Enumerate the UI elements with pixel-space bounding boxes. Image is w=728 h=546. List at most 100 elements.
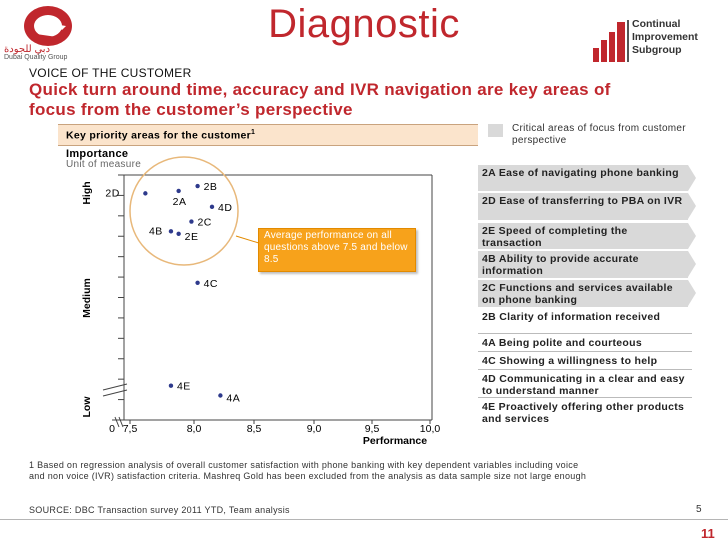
unit-label: Unit of measure bbox=[66, 159, 142, 170]
logo-right-line-2: Improvement bbox=[632, 31, 698, 43]
list-divider bbox=[478, 369, 692, 370]
item-code: 4E bbox=[482, 401, 499, 413]
data-point-label-4a: 4A bbox=[226, 393, 240, 405]
key-priority-label: Key priority areas for the customer1 bbox=[66, 129, 255, 142]
data-point-label-2a: 2A bbox=[173, 196, 187, 208]
data-point-label-4d: 4D bbox=[218, 202, 232, 214]
x-tick-label: 10,0 bbox=[420, 423, 441, 435]
item-code: 2D bbox=[482, 195, 500, 207]
data-point-label-4b: 4B bbox=[149, 225, 163, 237]
x-tick-label: 9,5 bbox=[365, 423, 380, 435]
item-text: Showing a willingness to help bbox=[499, 355, 658, 367]
item-text: Being polite and courteous bbox=[498, 337, 643, 349]
y-band-high: High bbox=[81, 181, 93, 204]
data-point-4a bbox=[218, 393, 223, 398]
critical-item-2e: 2E Speed of completing the transaction bbox=[478, 223, 688, 249]
focus-item-4d: 4D Communicating in a clear and easy to … bbox=[478, 371, 694, 399]
critical-legend-swatch bbox=[488, 124, 503, 137]
key-priority-band bbox=[58, 124, 478, 146]
data-point-2e bbox=[176, 231, 181, 236]
footnote-marker: 1 bbox=[250, 129, 256, 136]
critical-item-2c: 2C Functions and services available on p… bbox=[478, 280, 688, 307]
x-tick-label: 8,5 bbox=[247, 423, 262, 435]
data-point-2b bbox=[195, 183, 200, 189]
critical-legend-label: Critical areas of focus from customer pe… bbox=[512, 123, 686, 146]
list-divider bbox=[478, 333, 692, 334]
page-number: 5 bbox=[696, 504, 702, 515]
slide-title: Diagnostic bbox=[268, 2, 460, 46]
item-text: Ability to provide accurate information bbox=[482, 253, 639, 277]
critical-item-arrow bbox=[688, 165, 696, 191]
critical-cluster-circle bbox=[129, 156, 239, 266]
data-point-4c bbox=[195, 280, 200, 285]
item-code: 4A bbox=[482, 337, 499, 349]
focus-item-4a: 4A Being polite and courteous bbox=[478, 335, 694, 351]
x-tick-label: 8,0 bbox=[187, 423, 202, 435]
x-axis-title: Performance bbox=[363, 435, 427, 447]
x-tick-labels: 0 7,5 8,0 8,5 9,0 9,5 10,0 bbox=[109, 420, 440, 435]
headline: Quick turn around time, accuracy and IVR… bbox=[29, 80, 611, 119]
critical-item-arrow bbox=[688, 280, 696, 306]
logo-right-line-3: Subgroup bbox=[632, 44, 682, 56]
y-axis-break bbox=[102, 383, 128, 397]
data-point-2a bbox=[176, 188, 181, 194]
focus-item-4c: 4C Showing a willingness to help bbox=[478, 353, 694, 369]
focus-item-2b: 2B Clarity of information received bbox=[478, 309, 694, 325]
data-point-label-4e: 4E bbox=[177, 381, 191, 393]
item-code: 2B bbox=[482, 311, 500, 323]
logo-english-text: Dubai Quality Group bbox=[4, 54, 68, 61]
focus-item-4e: 4E Proactively offering other products a… bbox=[478, 399, 694, 427]
y-band-medium: Medium bbox=[81, 278, 93, 318]
item-code: 4B bbox=[482, 253, 499, 265]
continual-improvement-logo bbox=[593, 20, 629, 62]
x-axis-break bbox=[114, 416, 124, 428]
item-text: Functions and services available on phon… bbox=[482, 282, 673, 306]
x-tick-label: 0 bbox=[109, 423, 115, 435]
data-point-label-2e: 2E bbox=[185, 231, 199, 243]
slide-number: 11 bbox=[701, 526, 715, 541]
x-tick-label: 9,0 bbox=[307, 423, 322, 435]
section-label: VOICE OF THE CUSTOMER bbox=[29, 66, 192, 80]
data-point-4b bbox=[168, 229, 174, 234]
bottom-divider bbox=[0, 519, 728, 520]
importance-label: Importance bbox=[66, 148, 129, 160]
logo-arabic-text: دبي للجودة bbox=[4, 44, 51, 55]
item-text: Ease of navigating phone banking bbox=[498, 167, 679, 179]
list-divider bbox=[478, 351, 692, 352]
critical-item-arrow bbox=[688, 193, 696, 219]
item-code: 4C bbox=[482, 355, 500, 367]
critical-item-arrow bbox=[688, 251, 696, 277]
item-code: 2C bbox=[482, 282, 500, 294]
data-point-4d bbox=[209, 204, 215, 210]
key-priority-text: Key priority areas for the customer bbox=[66, 129, 251, 142]
y-tick-marks bbox=[118, 174, 124, 421]
logo-right-line-1: Continual bbox=[632, 18, 681, 30]
critical-item-2d: 2D Ease of transferring to PBA on IVR bbox=[478, 193, 688, 220]
footnote: 1 Based on regression analysis of overal… bbox=[29, 460, 587, 481]
callout-pointer bbox=[235, 235, 263, 245]
dubai-quality-group-logo bbox=[24, 6, 72, 46]
item-text: Communicating in a clear and easy to und… bbox=[482, 373, 685, 397]
data-point-label-2d: 2D bbox=[105, 187, 119, 199]
item-code: 2A bbox=[482, 167, 499, 179]
data-point-2d bbox=[143, 191, 148, 196]
data-point-label-4c: 4C bbox=[204, 278, 218, 290]
data-point-label-2c: 2C bbox=[197, 217, 211, 229]
data-point-4e bbox=[168, 383, 174, 388]
data-point-label-2b: 2B bbox=[204, 181, 218, 193]
x-tick-label: 7,5 bbox=[123, 423, 138, 435]
item-code: 4D bbox=[482, 373, 500, 385]
source-note: SOURCE: DBC Transaction survey 2011 YTD,… bbox=[29, 505, 290, 515]
item-text: Proactively offering other products and … bbox=[482, 401, 685, 425]
logo-right-text: Continual Improvement Subgroup bbox=[632, 18, 698, 57]
item-text: Speed of completing the transaction bbox=[482, 225, 628, 249]
callout-box bbox=[258, 228, 416, 272]
item-text: Clarity of information received bbox=[499, 311, 661, 323]
item-text: Ease of transferring to PBA on IVR bbox=[499, 195, 683, 207]
critical-item-2a: 2A Ease of navigating phone banking bbox=[478, 165, 688, 191]
item-code: 2E bbox=[482, 225, 499, 237]
critical-item-arrow bbox=[688, 223, 696, 249]
callout-text: Average performance on all questions abo… bbox=[264, 230, 408, 265]
data-points: 2B 2A 2D 4D 2C 4B 2E 4C 4E 4A bbox=[105, 181, 240, 405]
